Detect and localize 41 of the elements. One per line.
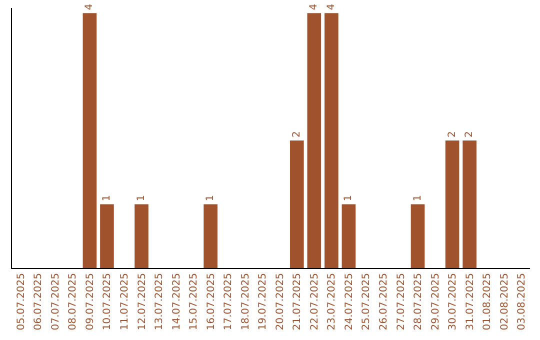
x-tick-label: 30.07.2025: [448, 273, 459, 330]
x-tick-label: 17.07.2025: [223, 273, 234, 330]
x-tick-label: 28.07.2025: [413, 273, 424, 330]
x-tick-label: 16.07.2025: [206, 273, 217, 330]
data-label: 1: [205, 194, 216, 202]
data-label: 2: [291, 131, 302, 138]
data-label: 2: [464, 131, 476, 138]
x-tick-label: 24.07.2025: [344, 273, 355, 330]
x-tick-label: 26.07.2025: [378, 273, 390, 330]
x-tick-label: 11.07.2025: [119, 273, 130, 330]
x-tick-label: 25.07.2025: [361, 273, 372, 330]
x-tick-label: 08.07.2025: [68, 273, 79, 330]
x-tick-label: 12.07.2025: [136, 273, 148, 330]
x-tick-label: 02.08.2025: [499, 273, 510, 330]
x-tick-label: 19.07.2025: [258, 273, 269, 330]
data-label: 1: [412, 194, 424, 202]
x-tick-label: 18.07.2025: [240, 273, 252, 330]
data-label: 1: [136, 194, 147, 202]
x-tick-label: 15.07.2025: [188, 273, 200, 330]
x-tick-label: 09.07.2025: [84, 273, 96, 330]
x-tick-label: 31.07.2025: [464, 273, 476, 330]
x-tick-label: 20.07.2025: [274, 273, 286, 330]
x-tick-label: 14.07.2025: [171, 273, 182, 330]
x-tick-label: 01.08.2025: [482, 273, 494, 330]
x-tick-label: 22.07.2025: [309, 273, 320, 330]
x-tick-label: 06.07.2025: [33, 273, 44, 330]
x-tick-label: 10.07.2025: [102, 273, 114, 330]
data-label: 4: [84, 4, 96, 10]
x-tick-label: 27.07.2025: [396, 273, 407, 330]
x-tick-label: 03.08.2025: [516, 273, 528, 330]
x-tick-label: 23.07.2025: [326, 273, 338, 330]
data-label: 1: [343, 194, 354, 202]
data-label: 4: [326, 4, 337, 10]
x-tick-label: 07.07.2025: [50, 273, 62, 330]
x-tick-label: 29.07.2025: [430, 273, 442, 330]
x-tick-label: 21.07.2025: [292, 273, 304, 330]
x-tick-label: 13.07.2025: [154, 273, 166, 330]
x-tick-label: 05.07.2025: [16, 273, 27, 330]
data-label: 1: [101, 194, 112, 202]
data-label: 2: [446, 131, 458, 138]
data-label: 4: [308, 4, 320, 10]
